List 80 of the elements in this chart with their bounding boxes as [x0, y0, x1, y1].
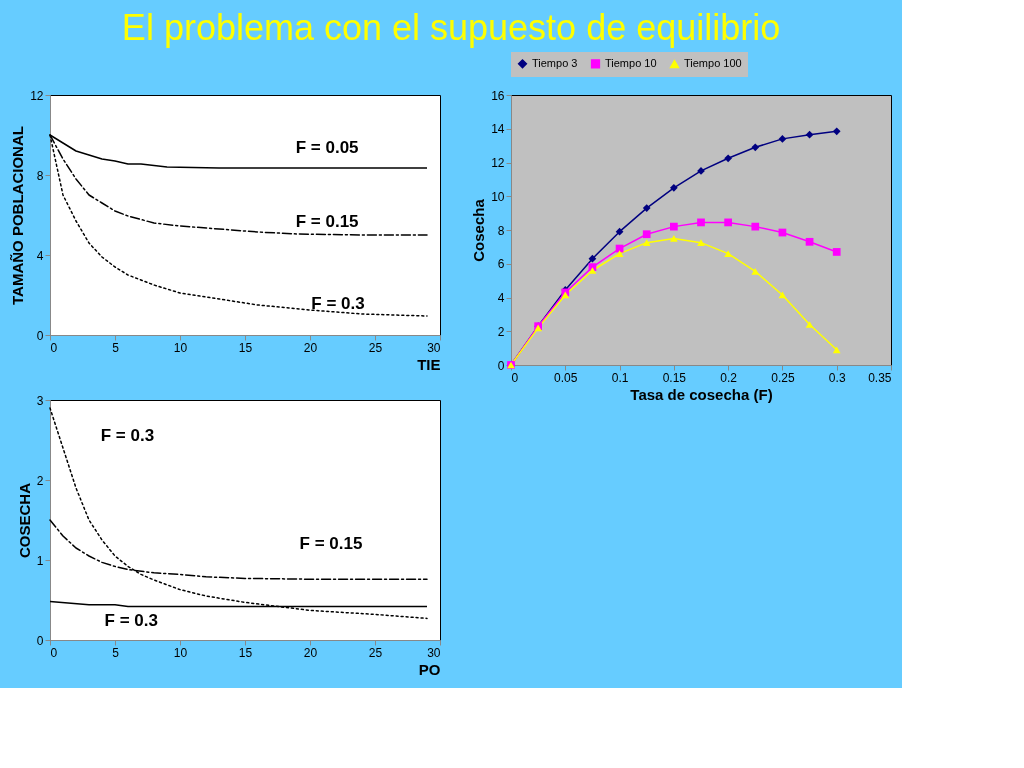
point — [805, 237, 814, 246]
x-tick-label: 5 — [112, 340, 120, 355]
annotation: F = 0.3 — [104, 610, 158, 630]
x-tick-label: 10 — [173, 340, 188, 355]
x-tick-label: 0.25 — [771, 370, 795, 385]
point — [642, 230, 651, 239]
annotation: F = 0.05 — [295, 137, 359, 157]
point — [805, 321, 814, 328]
y-tick-label: 6 — [497, 257, 505, 272]
y-tick-label: 4 — [497, 291, 505, 305]
x-tick-label: 0 — [511, 370, 519, 385]
y-axis-title: TAMAÑO POBLACIONAL — [9, 126, 27, 305]
y-tick-label: 12 — [491, 156, 505, 170]
annotation: F = 0.15 — [299, 534, 363, 553]
point — [642, 204, 651, 212]
x-tick-label: 0 — [50, 645, 58, 660]
point — [751, 267, 760, 275]
y-tick-label: 4 — [36, 248, 44, 263]
point — [642, 239, 651, 247]
y-tick-label: 2 — [36, 473, 44, 488]
y-tick-label: 0 — [36, 633, 44, 648]
x-tick-label: 0.35 — [868, 370, 892, 385]
annotation: F = 0.15 — [295, 212, 359, 232]
point — [751, 143, 760, 152]
y-tick-label: 14 — [491, 122, 505, 137]
point — [588, 254, 597, 263]
point — [805, 130, 814, 139]
y-tick-label: 1 — [36, 553, 44, 568]
x-tick-label: 10 — [173, 645, 188, 660]
y-tick-label: 3 — [36, 393, 44, 408]
y-tick-label: 2 — [497, 324, 505, 339]
point — [778, 135, 787, 143]
y-tick-label: 16 — [491, 88, 505, 103]
legend-label: Tiempo 10 — [605, 56, 657, 69]
x-tick-label: 30 — [427, 340, 441, 355]
point — [832, 346, 841, 354]
y-axis-title: COSECHA — [15, 482, 33, 559]
annotation: F = 0.3 — [311, 293, 365, 313]
legend-label: Tiempo 100 — [684, 57, 742, 70]
legend-label: Tiempo 3 — [532, 56, 578, 69]
x-tick-label: 0 — [50, 340, 58, 355]
x-tick-label: 0.15 — [662, 370, 687, 385]
y-tick-label: 8 — [497, 223, 505, 238]
point — [588, 267, 597, 274]
point — [724, 154, 733, 163]
y-tick-label: 0 — [36, 328, 44, 343]
point — [669, 235, 678, 242]
x-tick-label: 15 — [238, 645, 253, 660]
point — [697, 218, 705, 227]
point — [669, 222, 678, 231]
point — [669, 183, 678, 192]
point — [832, 127, 841, 136]
point — [697, 239, 705, 247]
x-tick-label: 25 — [368, 340, 383, 355]
point — [832, 248, 841, 256]
x-axis-title: TIE — [417, 355, 441, 373]
point — [615, 250, 624, 257]
x-axis-title: Tasa de cosecha (F) — [630, 385, 773, 403]
y-tick-label: 10 — [491, 189, 505, 204]
x-axis-title: PO — [418, 660, 441, 678]
y-tick-label: 12 — [30, 88, 44, 103]
x-tick-label: 20 — [303, 340, 318, 355]
point — [724, 250, 733, 257]
x-tick-label: 15 — [238, 340, 253, 355]
x-tick-label: 0.2 — [720, 370, 738, 385]
x-tick-label: 30 — [427, 645, 441, 660]
x-tick-label: 0.05 — [554, 370, 578, 385]
x-tick-label: 20 — [303, 645, 318, 660]
y-tick-label: 0 — [497, 358, 505, 373]
chart-title: El problema con el supuesto de equilibrio — [121, 6, 781, 48]
x-tick-label: 25 — [368, 645, 383, 660]
point — [724, 218, 733, 227]
point — [751, 222, 760, 231]
x-tick-label: 0.3 — [828, 370, 846, 385]
point — [615, 227, 624, 236]
y-tick-label: 8 — [36, 168, 44, 183]
annotation: F = 0.3 — [100, 426, 155, 445]
y-axis-title: Cosecha — [470, 198, 488, 262]
x-tick-label: 5 — [112, 645, 120, 660]
x-tick-label: 0.1 — [611, 370, 629, 385]
